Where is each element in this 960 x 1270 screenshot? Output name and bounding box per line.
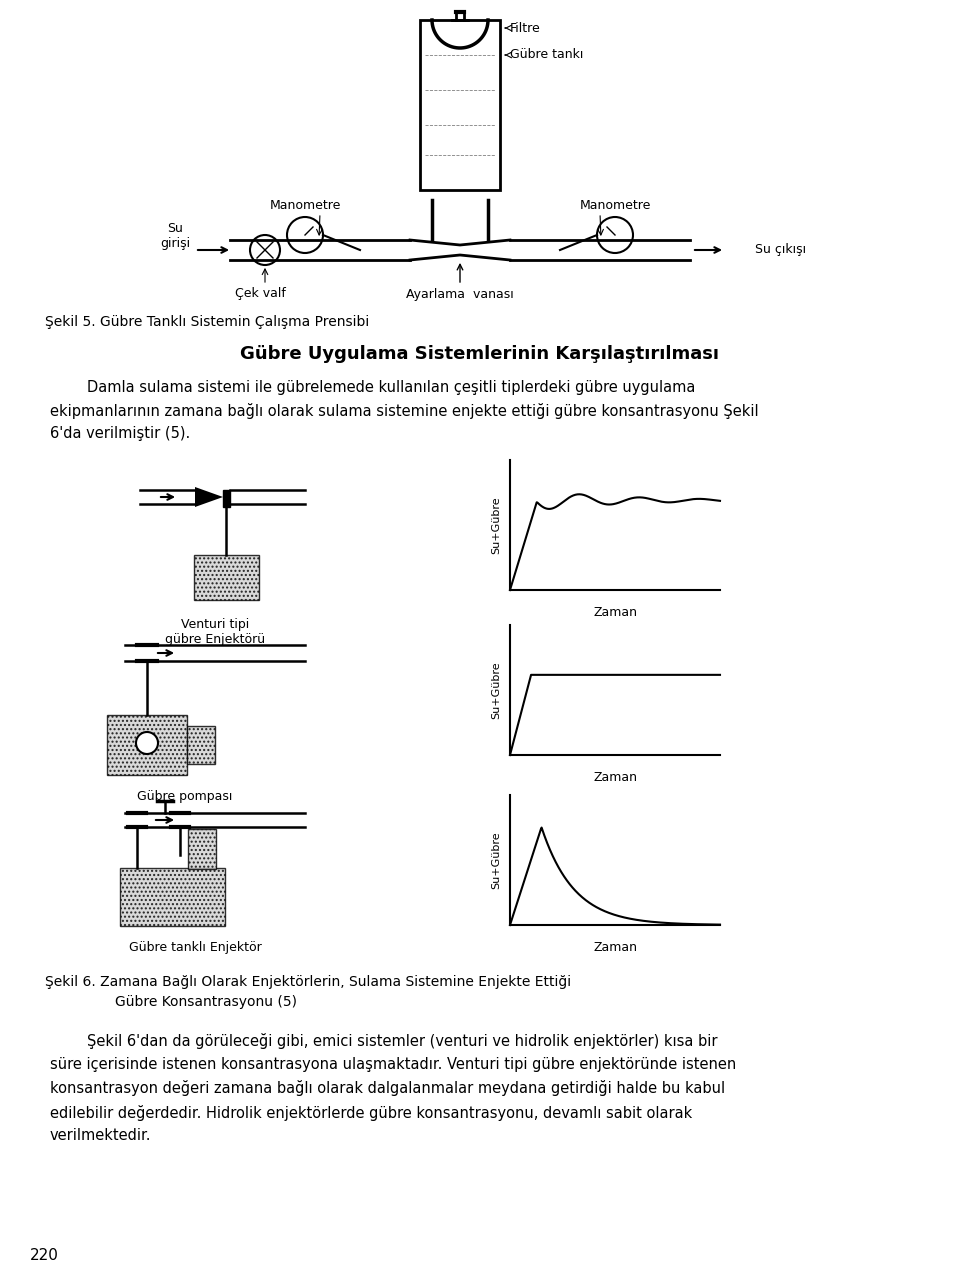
Text: Manometre: Manometre	[579, 199, 651, 212]
Text: Şekil 6. Zamana Bağlı Olarak Enjektörlerin, Sulama Sistemine Enjekte Ettiği: Şekil 6. Zamana Bağlı Olarak Enjektörler…	[45, 975, 571, 989]
Text: Gübre pompası: Gübre pompası	[137, 790, 232, 803]
Text: Gübre tanklı Enjektör: Gübre tanklı Enjektör	[129, 941, 261, 954]
Bar	[188, 829, 216, 869]
Text: Gübre Konsantrasyonu (5): Gübre Konsantrasyonu (5)	[115, 994, 297, 1008]
Bar	[187, 726, 215, 765]
Text: Damla sulama sistemi ile gübrelemede kullanılan çeşitli tiplerdeki gübre uygulam: Damla sulama sistemi ile gübrelemede kul…	[50, 380, 758, 441]
Circle shape	[136, 732, 158, 754]
Text: Zaman: Zaman	[593, 771, 637, 784]
Text: Venturi tipi
gübre Enjektörü: Venturi tipi gübre Enjektörü	[165, 618, 265, 646]
Bar	[107, 715, 187, 775]
Bar	[120, 867, 225, 926]
Text: Su
girişi: Su girişi	[160, 222, 190, 250]
Bar	[420, 20, 500, 190]
Text: Şekil 6'dan da görüleceği gibi, emici sistemler (venturi ve hidrolik enjektörler: Şekil 6'dan da görüleceği gibi, emici si…	[50, 1033, 736, 1143]
Bar	[194, 555, 258, 599]
Text: Su çıkışı: Su çıkışı	[755, 244, 806, 257]
Text: Manometre: Manometre	[270, 199, 341, 212]
Text: Çek valf: Çek valf	[234, 287, 285, 300]
Text: Su+Gübre: Su+Gübre	[491, 497, 501, 554]
Text: 220: 220	[30, 1248, 59, 1262]
Text: Ayarlama  vanası: Ayarlama vanası	[406, 288, 514, 301]
Polygon shape	[195, 486, 223, 507]
Text: Zaman: Zaman	[593, 941, 637, 954]
Text: Filtre: Filtre	[510, 22, 540, 34]
Text: Şekil 5. Gübre Tanklı Sistemin Çalışma Prensibi: Şekil 5. Gübre Tanklı Sistemin Çalışma P…	[45, 315, 370, 329]
Text: Gübre tankı: Gübre tankı	[510, 48, 584, 61]
Text: Gübre Uygulama Sistemlerinin Karşılaştırılması: Gübre Uygulama Sistemlerinin Karşılaştır…	[241, 345, 719, 363]
Text: Su+Gübre: Su+Gübre	[491, 831, 501, 889]
Text: Zaman: Zaman	[593, 606, 637, 618]
Bar	[223, 490, 230, 507]
Text: Su+Gübre: Su+Gübre	[491, 662, 501, 719]
